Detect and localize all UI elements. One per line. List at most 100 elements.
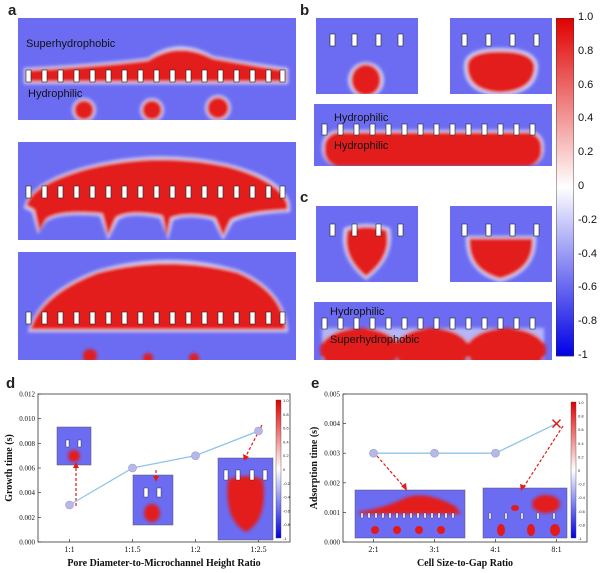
inset-d2	[132, 474, 174, 526]
sim-a3	[18, 252, 296, 360]
inset-colorbar-tick: -0.2	[578, 482, 586, 487]
panel-label-a: a	[8, 2, 17, 19]
inset-colorbar-tick: 0.6	[283, 426, 289, 431]
y-tick-label: 0.000	[324, 539, 340, 547]
y-tick-label: 0.003	[324, 450, 340, 458]
label-hydrophilic-b-bottom: Hydrophilic	[334, 140, 389, 152]
chart-e: 0.000 0.001 0.002 0.003 0.004 0.005 2:1 3:1 4:1 8…	[309, 391, 588, 569]
x-tick-label: 1:2	[190, 545, 200, 554]
arrowheads-e	[401, 483, 526, 491]
inset-colorbar-e: 1.0 0.8 0.6 0.4 0.2 0 -0.2 -0.4 -0.6 -0.8 -1	[570, 400, 586, 541]
inset-colorbar-tick: 1.0	[578, 400, 584, 405]
y-tick-label: 0.004	[19, 489, 35, 497]
panel-label-d: d	[6, 375, 16, 392]
x-tick-label: 3:1	[429, 545, 439, 554]
inset-colorbar-tick: 1.0	[283, 398, 289, 403]
inset-colorbar-tick: -0.8	[578, 522, 586, 527]
y-axis-label: Adsorption time (s)	[309, 427, 320, 510]
inset-colorbar-tick: 0.8	[283, 412, 289, 417]
inset-colorbar-tick: -0.8	[283, 522, 291, 527]
y-tick-label: 0.002	[324, 479, 340, 487]
data-point	[191, 451, 200, 460]
inset-colorbar-tick: 0	[283, 467, 286, 472]
y-tick-label: 0.005	[324, 391, 340, 399]
inset-d3	[217, 457, 274, 541]
chart-d: 0.000 0.002 0.004 0.006 0.008 0.010 0.012 1:1 1:…	[4, 391, 291, 570]
colorbar-tick: 1.0	[578, 11, 594, 23]
inset-colorbar-tick: -0.2	[283, 481, 291, 486]
y-tick-label: 0.001	[324, 509, 340, 517]
y-axis-label: Growth time (s)	[4, 434, 15, 502]
x-tick-label: 1:1	[64, 545, 74, 554]
colorbar-tick: -0.4	[578, 247, 597, 260]
inset-colorbar-tick: -0.4	[283, 495, 291, 500]
sim-c2	[450, 206, 552, 282]
colorbar-tick: 0.4	[578, 112, 594, 125]
inset-colorbar-tick: 0.4	[283, 439, 289, 444]
x-tick-label: 4:1	[490, 545, 500, 554]
y-tick-label: 0.000	[19, 539, 35, 547]
data-point	[369, 448, 378, 458]
data-point	[491, 448, 500, 458]
panel-label-c: c	[300, 189, 309, 206]
inset-colorbar-tick: 0.6	[578, 427, 584, 432]
colorbar-tick: 0.2	[578, 146, 594, 159]
inset-colorbar-tick: 0.2	[283, 453, 289, 458]
y-tick-label: 0.002	[19, 514, 35, 522]
inset-d1	[56, 426, 92, 466]
data-point	[254, 426, 263, 436]
panel-label-b: b	[300, 2, 310, 19]
label-hydrophilic-c: Hydrophilic	[330, 306, 385, 318]
colorbar-tick: -1	[578, 349, 588, 361]
y-tick-label: 0.010	[19, 415, 35, 423]
main-colorbar	[556, 18, 574, 357]
sim-b3	[314, 104, 552, 166]
data-point	[65, 500, 74, 510]
colorbar-tick: -0.8	[578, 315, 597, 328]
label-hydrophilic-b-top: Hydrophilic	[334, 112, 389, 124]
data-point	[128, 463, 137, 473]
label-superhydrophobic-a: Superhydrophobic	[26, 38, 116, 50]
y-tick-label: 0.008	[19, 440, 35, 448]
inset-colorbar-tick: -0.4	[578, 495, 586, 500]
inset-colorbar-tick: -1	[578, 536, 582, 541]
data-point-cross	[551, 419, 562, 429]
label-hydrophilic-a: Hydrophilic	[28, 88, 83, 100]
y-tick-label: 0.006	[19, 465, 35, 473]
data-point	[430, 448, 439, 458]
colorbar-tick: 0.8	[578, 44, 594, 57]
colorbar-tick: 0	[578, 180, 585, 192]
inset-colorbar-tick: -1	[283, 536, 287, 541]
x-tick-label: 1:2.5	[250, 545, 266, 554]
inset-colorbar-d: 1.0 0.8 0.6 0.4 0.2 0 -0.2 -0.4 -0.6 -0.8 -1	[275, 398, 291, 541]
inset-colorbar-tick: 0.4	[578, 441, 584, 446]
sim-b1	[316, 18, 418, 94]
inset-colorbar-tick: -0.6	[283, 508, 291, 513]
series-line	[69, 430, 259, 506]
sim-b2	[450, 18, 552, 94]
plot-frame	[342, 393, 588, 543]
x-tick-label: 2:1	[368, 545, 378, 554]
colorbar-tick: 0.6	[578, 78, 594, 91]
label-superhydrophobic-c: Superhydrophobic	[330, 334, 420, 346]
inset-colorbar-tick: 0.8	[578, 414, 584, 419]
arrows-e	[376, 425, 564, 489]
y-tick-label: 0.012	[19, 391, 35, 399]
sim-c1	[316, 206, 418, 282]
y-tick-label: 0.004	[324, 420, 340, 428]
panel-label-e: e	[311, 375, 320, 392]
inset-e2	[482, 487, 568, 539]
sim-a2	[18, 142, 296, 240]
x-tick-label: 1:1.5	[124, 545, 140, 554]
inset-e1	[354, 489, 466, 539]
sim-c3	[314, 302, 552, 360]
inset-colorbar-tick: 0	[578, 468, 581, 473]
inset-colorbar-tick: -0.6	[578, 509, 586, 514]
sim-a1	[18, 18, 296, 120]
colorbar-tick: -0.2	[578, 213, 597, 226]
x-tick-label: 8:1	[551, 545, 561, 554]
arrowheads-d	[73, 454, 249, 482]
series-line	[373, 423, 557, 454]
x-axis-label: Cell Size-to-Gap Ratio	[417, 558, 513, 569]
colorbar-tick: -0.6	[578, 281, 597, 294]
